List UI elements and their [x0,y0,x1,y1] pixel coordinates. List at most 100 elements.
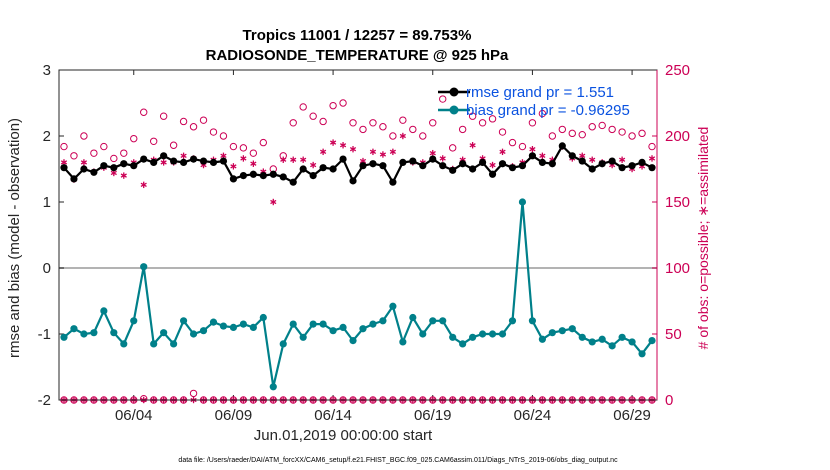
bias-point [648,337,656,345]
possible-count-point [319,117,327,126]
assimilated-count-point [80,159,88,166]
y-axis-label: rmse and bias (model - observation) [6,118,23,358]
y2-tick-label: 50 [665,326,682,343]
bias-point [498,330,507,338]
x-tick-label: 06/19 [414,407,452,424]
possible-count-point [229,142,238,151]
possible-count-point [608,125,616,134]
possible-count-point [110,154,118,163]
rmse-point [179,158,188,166]
assimilated-count-point [329,139,337,146]
bias-point [80,330,88,338]
bias-point [160,329,168,337]
assimilated-count-point [280,156,287,163]
possible-count-point [538,109,547,118]
rmse-point [269,170,277,178]
possible-count-point [169,141,178,149]
possible-count-point [518,142,527,151]
rmse-point [369,160,377,168]
rmse-point [478,158,487,166]
possible-count-point [448,144,457,152]
x-tick-label: 06/09 [215,407,253,424]
rmse-point [279,173,287,181]
bias-point [189,330,198,338]
possible-count-point [179,117,188,126]
y2-tick-label: 200 [665,128,690,145]
rmse-point [110,164,118,172]
assimilated-count-point [270,198,277,206]
assimilated-count-point [429,149,436,157]
possible-count-point [130,134,138,143]
bias-point [508,317,517,325]
bias-point [179,317,188,325]
rmse-point [319,164,327,172]
possible-count-point [289,119,297,127]
assimilated-count-point [349,146,357,153]
bias-point [568,325,576,333]
possible-count-point [149,137,158,145]
possible-count-point [429,119,437,127]
possible-count-point [189,123,198,131]
rmse-point [170,157,178,165]
bias-point [259,313,267,322]
assimilated-count-point [539,152,546,159]
bias-point [449,333,457,341]
assimilated-count-point [230,163,237,170]
assimilated-count-point [499,148,506,156]
assimilated-count-point [379,151,387,158]
rmse-point [90,168,98,176]
bias-point [469,333,477,341]
rmse-point [568,152,576,160]
bias-point [558,327,566,335]
possible-count-point [628,132,636,140]
possible-count-point [419,132,427,140]
bias-point [538,335,546,343]
rmse-point [389,178,397,186]
assimilated-count-point [339,142,347,149]
bias-point [170,340,178,348]
rmse-point [558,142,566,150]
bias-point [359,325,367,333]
bias-point [70,325,78,333]
possible-count-point [329,101,337,110]
rmse-point [628,162,636,170]
possible-count-point [598,121,606,130]
possible-count-point [259,138,268,147]
assimilated-count-point [648,155,656,162]
bias-point [130,317,138,325]
rmse-point [100,162,108,170]
rmse-point [140,155,148,163]
bias-point [409,313,417,322]
chart-title-line1: Tropics 11001 / 12257 = 89.753% [243,27,472,44]
bias-point [429,317,437,325]
possible-count-point [219,132,228,140]
bias-point [518,198,527,206]
possible-count-point [409,125,417,134]
possible-count-point [528,119,537,127]
assimilated-count-point [240,155,247,162]
rmse-point [120,160,128,168]
rmse-point [399,158,407,166]
bias-point [399,338,407,346]
rmse-point [160,152,168,160]
possible-count-point [120,149,128,157]
possible-count-point [349,119,357,127]
rmse-point [150,158,158,166]
bias-point [239,320,247,328]
rmse-point [518,162,527,170]
rmse-point [329,165,337,173]
y-tick-label: 2 [43,128,51,145]
plot-area [59,70,657,400]
possible-count-point [379,123,387,131]
x-tick-label: 06/29 [613,407,651,424]
possible-count-point [618,128,626,136]
rmse-point [80,165,88,173]
possible-count-point [478,119,487,127]
y2-tick-label: 150 [665,194,690,211]
bias-point [299,333,307,341]
assimilated-count-point [250,160,257,167]
assimilated-count-point [619,156,626,163]
rmse-point [488,170,497,178]
y-tick-label: 1 [43,194,51,211]
